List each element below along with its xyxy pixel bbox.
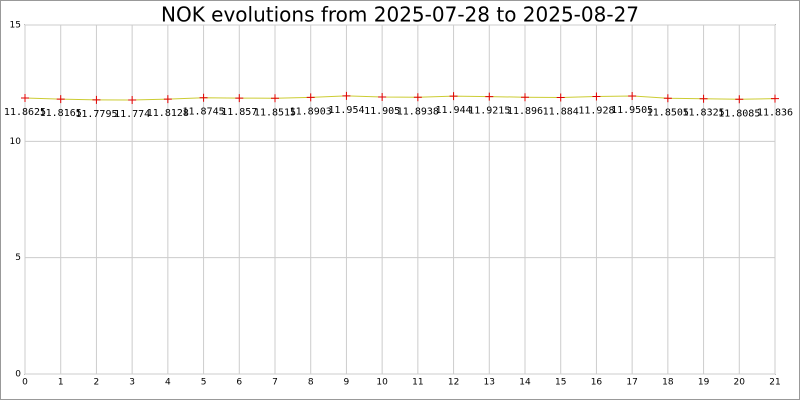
point-marker [485, 92, 494, 101]
point-marker [128, 96, 137, 105]
x-tick-label: 5 [201, 378, 207, 388]
point-marker [735, 95, 744, 104]
point-marker [199, 93, 208, 102]
x-tick-label: 3 [129, 378, 135, 388]
point-marker [449, 92, 458, 101]
x-tick-label: 16 [591, 378, 603, 388]
x-tick-label: 1 [58, 378, 64, 388]
x-tick-label: 10 [376, 378, 388, 388]
value-label: 11.8128 [147, 108, 189, 119]
value-label: 11.8085 [718, 108, 760, 119]
x-tick-label: 18 [662, 378, 674, 388]
value-label: 11.896 [507, 106, 543, 117]
value-label: 11.954 [328, 105, 364, 116]
value-label: 11.8745 [182, 107, 224, 118]
x-tick-label: 8 [308, 378, 314, 388]
value-label: 11.9505 [611, 105, 653, 116]
point-marker [306, 93, 315, 102]
x-tick-label: 20 [734, 378, 746, 388]
point-marker [592, 92, 601, 101]
value-label: 11.884 [543, 106, 579, 117]
value-label: 11.8505 [647, 107, 689, 118]
point-marker [271, 94, 279, 103]
y-tick-label: 0 [15, 370, 21, 380]
value-label: 11.8625 [4, 107, 46, 118]
y-tick-label: 15 [10, 21, 21, 31]
point-marker [163, 95, 172, 104]
series-line [24, 95, 776, 101]
point-marker [771, 94, 779, 103]
value-label: 11.9215 [468, 106, 510, 117]
x-tick-label: 19 [698, 378, 710, 388]
point-marker [628, 91, 637, 100]
x-tick-label: 4 [165, 378, 171, 388]
value-label: 11.944 [436, 105, 472, 116]
point-marker [56, 95, 65, 104]
y-tick-label: 5 [15, 253, 21, 263]
point-marker [521, 93, 529, 102]
value-label: 11.8515 [254, 107, 296, 118]
value-label: 11.8938 [397, 106, 439, 117]
x-tick-label: 21 [769, 378, 780, 388]
y-tick-label: 10 [10, 137, 22, 147]
x-tick-label: 13 [484, 378, 495, 388]
point-marker [556, 93, 565, 102]
value-label: 11.8325 [682, 108, 724, 119]
point-marker [21, 93, 29, 102]
x-tick-label: 11 [412, 378, 423, 388]
x-tick-label: 0 [22, 378, 28, 388]
x-tick-label: 12 [448, 378, 459, 388]
value-label: 11.905 [364, 106, 400, 117]
x-tick-label: 6 [236, 378, 242, 388]
x-tick-label: 7 [272, 378, 278, 388]
x-tick-label: 2 [94, 378, 100, 388]
value-label: 11.928 [578, 105, 614, 116]
x-tick-label: 17 [626, 378, 637, 388]
point-marker [235, 94, 244, 103]
point-marker [342, 91, 351, 100]
chart-title: NOK evolutions from 2025-07-28 to 2025-0… [161, 3, 639, 27]
x-tick-label: 14 [519, 378, 531, 388]
x-tick-label: 15 [555, 378, 566, 388]
value-label: 11.8165 [40, 108, 82, 119]
point-marker [663, 94, 672, 103]
x-tick-label: 9 [344, 378, 350, 388]
value-label: 11.836 [757, 108, 793, 119]
value-label: 11.857 [221, 107, 257, 118]
value-label: 11.8903 [290, 106, 332, 117]
point-marker [699, 94, 708, 103]
value-label: 11.774 [114, 109, 150, 120]
point-marker [378, 93, 387, 102]
value-label: 11.7795 [75, 109, 117, 120]
point-marker [413, 93, 422, 102]
point-marker [92, 95, 101, 104]
